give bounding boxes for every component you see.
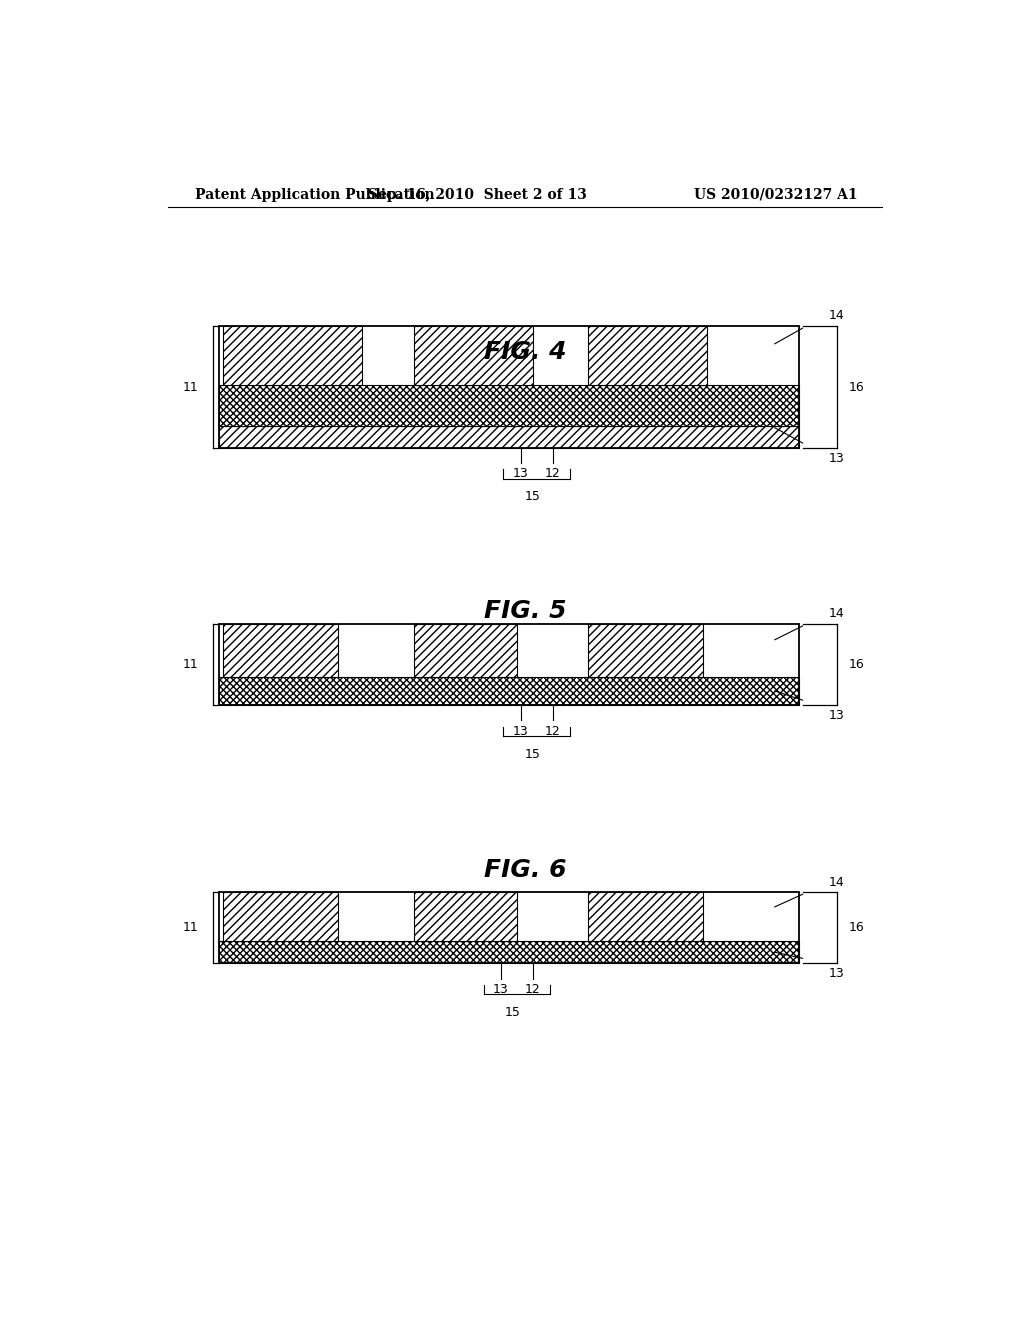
Bar (219, 326, 799, 447)
Bar (219, 941, 799, 964)
Text: 15: 15 (524, 747, 541, 760)
Text: Patent Application Publication: Patent Application Publication (196, 187, 435, 202)
Bar (219, 426, 799, 447)
Bar (588, 326, 708, 385)
Text: 11: 11 (183, 659, 199, 671)
Text: 15: 15 (524, 490, 541, 503)
Text: 12: 12 (545, 467, 560, 480)
Text: 13: 13 (494, 982, 509, 995)
Text: 12: 12 (525, 982, 541, 995)
Bar (219, 624, 799, 705)
Bar (223, 326, 362, 385)
Text: 11: 11 (183, 380, 199, 393)
Text: 11: 11 (183, 921, 199, 935)
Text: 14: 14 (828, 309, 845, 322)
Bar (219, 892, 799, 964)
Bar (414, 892, 517, 941)
Bar (223, 624, 338, 677)
Text: 13: 13 (828, 451, 845, 465)
Bar (588, 624, 703, 677)
Text: 14: 14 (828, 875, 845, 888)
Bar (219, 677, 799, 705)
Bar (414, 624, 517, 677)
Text: FIG. 5: FIG. 5 (483, 599, 566, 623)
Text: 14: 14 (828, 607, 845, 620)
Bar (219, 385, 799, 426)
Text: US 2010/0232127 A1: US 2010/0232127 A1 (694, 187, 858, 202)
Bar (223, 892, 338, 941)
Text: 13: 13 (513, 725, 528, 738)
Text: 16: 16 (849, 659, 864, 671)
Text: Sep. 16, 2010  Sheet 2 of 13: Sep. 16, 2010 Sheet 2 of 13 (368, 187, 587, 202)
Text: 16: 16 (849, 380, 864, 393)
Bar (588, 892, 703, 941)
Text: 13: 13 (513, 467, 528, 480)
Text: 15: 15 (505, 1006, 521, 1019)
Text: 13: 13 (828, 709, 845, 722)
Text: FIG. 6: FIG. 6 (483, 858, 566, 882)
Text: 12: 12 (545, 725, 560, 738)
Bar (414, 326, 532, 385)
Text: FIG. 4: FIG. 4 (483, 339, 566, 363)
Text: 16: 16 (849, 921, 864, 935)
Text: 13: 13 (828, 968, 845, 979)
